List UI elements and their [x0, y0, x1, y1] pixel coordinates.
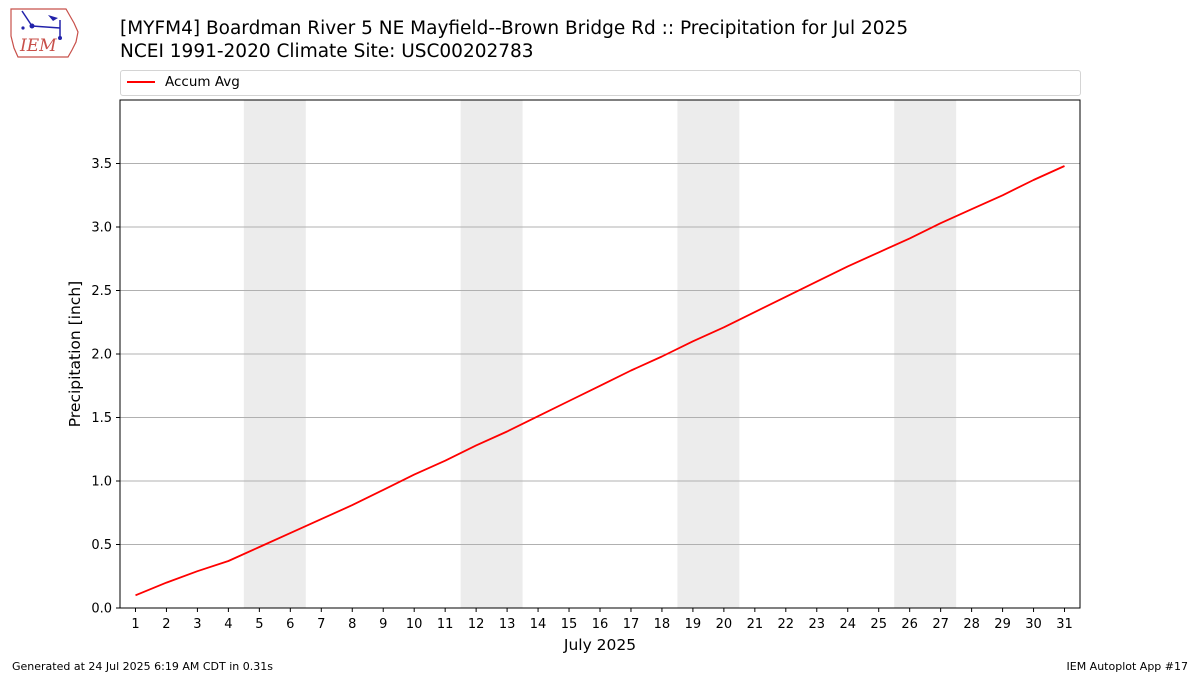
x-tick-label: 15 [561, 617, 578, 632]
y-tick-label: 1.5 [91, 411, 112, 426]
x-tick-label: 16 [592, 617, 609, 632]
x-tick-label: 9 [379, 617, 387, 632]
x-tick-label: 10 [406, 617, 423, 632]
plot-frame [119, 99, 1081, 609]
x-tick-label: 1 [131, 617, 139, 632]
x-tick-label: 12 [468, 617, 485, 632]
x-tick-label: 26 [901, 617, 918, 632]
x-tick-label: 14 [530, 617, 547, 632]
y-tick-label: 2.0 [91, 348, 112, 363]
x-tick-label: 5 [255, 617, 263, 632]
chart-title: [MYFM4] Boardman River 5 NE Mayfield--Br… [120, 17, 908, 63]
x-tick-label: 27 [932, 617, 949, 632]
x-tick-label: 30 [1025, 617, 1042, 632]
x-tick-label: 20 [716, 617, 733, 632]
x-tick-label: 11 [437, 617, 454, 632]
y-tick-label: 2.5 [91, 284, 112, 299]
x-tick-label: 28 [963, 617, 980, 632]
x-tick-label: 18 [654, 617, 671, 632]
x-tick-label: 3 [193, 617, 201, 632]
x-tick-label: 6 [286, 617, 294, 632]
weather-station-icon [21, 10, 62, 40]
x-tick-label: 24 [839, 617, 856, 632]
logo-text: IEM [19, 36, 57, 56]
chart-title-line2: NCEI 1991-2020 Climate Site: USC00202783 [120, 41, 534, 62]
x-tick-label: 7 [317, 617, 325, 632]
y-tick-label: 3.5 [91, 157, 112, 172]
y-tick-label: 1.0 [91, 475, 112, 490]
x-tick-label: 29 [994, 617, 1011, 632]
legend-label-accum-avg: Accum Avg [165, 74, 240, 90]
x-tick-label: 2 [162, 617, 170, 632]
y-tick-label: 0.0 [91, 602, 112, 617]
y-axis-label: Precipitation [inch] [66, 281, 84, 427]
legend-swatch-accum-avg [127, 81, 155, 83]
x-tick-label: 21 [747, 617, 764, 632]
generated-timestamp: Generated at 24 Jul 2025 6:19 AM CDT in … [12, 660, 273, 673]
x-tick-label: 23 [809, 617, 826, 632]
x-tick-label: 17 [623, 617, 640, 632]
iem-logo: IEM [10, 8, 79, 58]
x-tick-label: 31 [1056, 617, 1073, 632]
x-tick-label: 8 [348, 617, 356, 632]
app-credit: IEM Autoplot App #17 [1066, 660, 1189, 673]
series-line-accum-avg [135, 165, 1065, 597]
x-tick-label: 25 [870, 617, 887, 632]
chart-title-line1: [MYFM4] Boardman River 5 NE Mayfield--Br… [120, 18, 909, 39]
y-tick-label: 0.5 [91, 538, 112, 553]
y-tick-label: 3.0 [91, 221, 112, 236]
x-tick-label: 22 [778, 617, 795, 632]
x-axis-label: July 2025 [563, 636, 636, 654]
x-tick-label: 4 [224, 617, 232, 632]
x-tick-label: 19 [685, 617, 702, 632]
x-tick-label: 13 [499, 617, 516, 632]
legend: Accum Avg [120, 70, 1081, 96]
